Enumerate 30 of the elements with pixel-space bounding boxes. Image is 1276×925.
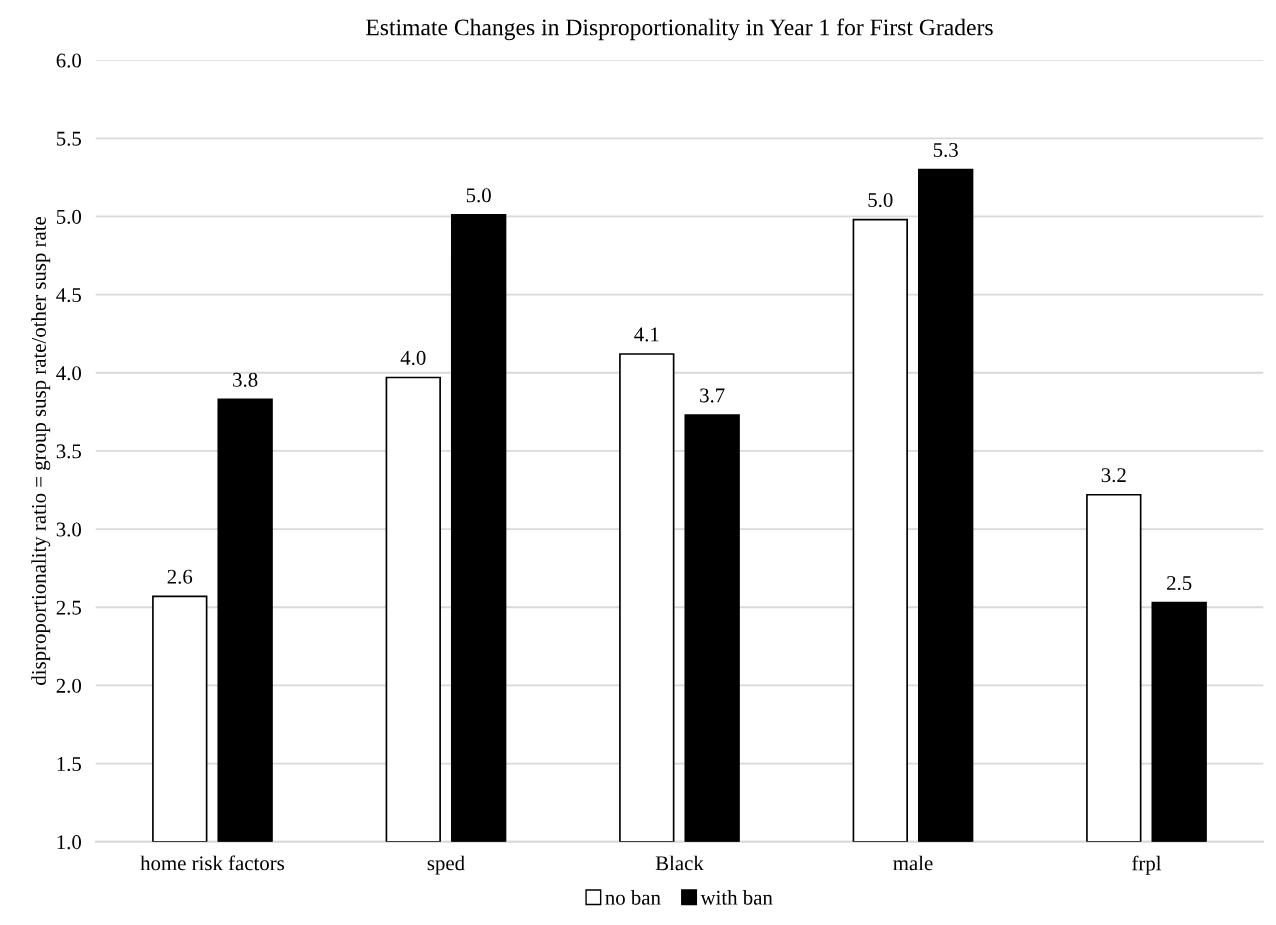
y-tick-label: 2.5 [56,600,81,615]
x-tick-label: male [893,855,933,871]
x-tick-label: Black [655,855,704,871]
x-tick-label: sped [427,855,465,875]
data-label: 5.0 [868,192,893,208]
y-tick-label: 1.5 [57,757,81,772]
y-axis-title: disproportionality ratio = group susp rate/other susp rate [31,216,51,685]
y-tick-label: 5.5 [56,131,81,146]
y-tick-label: 5.0 [56,209,82,224]
legend-label: with ban [700,890,773,905]
data-label: 4.1 [634,327,659,342]
y-tick-label: 3.0 [56,522,82,537]
data-label: 4.0 [400,350,426,365]
data-label: 3.7 [700,388,725,403]
data-label: 3.2 [1101,468,1126,483]
data-label: 5.3 [933,142,958,158]
data-label: 5.0 [466,188,491,203]
y-tick-label: 4.0 [56,366,82,381]
chart-title: Estimate Changes in Disproportionality in Year 1 for First Graders [366,18,993,41]
y-tick-label: 4.5 [56,288,81,303]
data-label: 2.5 [1167,576,1192,591]
y-tick-label: 2.0 [56,678,82,693]
x-tick-label: home risk factors [140,855,285,871]
x-tick-label: frpl [1132,855,1162,875]
legend-label: no ban [605,890,661,905]
data-label: 2.6 [167,569,193,584]
data-label: 3.8 [233,372,258,387]
y-tick-label: 6.0 [56,53,82,68]
y-tick-label: 3.5 [56,444,81,459]
y-tick-label: 1.0 [57,835,82,850]
